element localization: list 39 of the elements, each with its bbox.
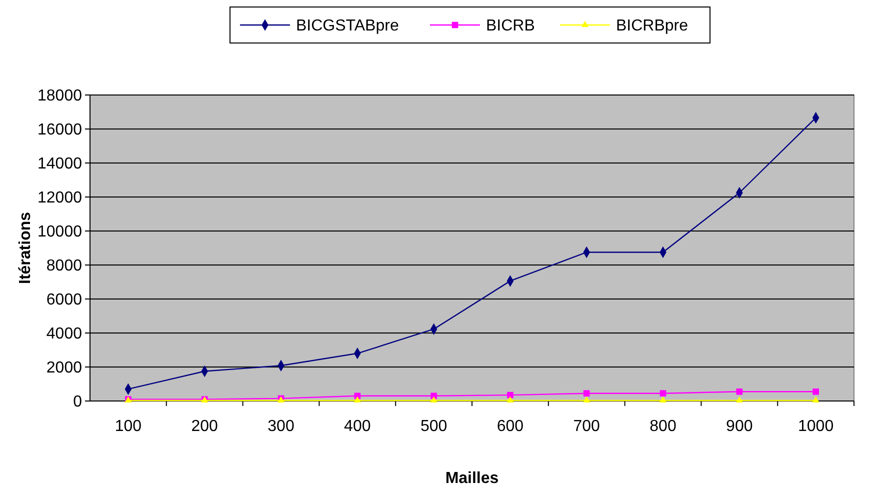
- legend-label: BICRB: [486, 18, 535, 35]
- x-tick-label: 1000: [798, 418, 834, 435]
- point: [659, 396, 667, 403]
- point: [583, 396, 590, 403]
- x-tick-label: 800: [650, 418, 676, 435]
- point: [736, 388, 743, 395]
- y-tick-label: 18000: [38, 88, 82, 105]
- x-tick-label: 100: [114, 418, 142, 435]
- y-tick-label: 2000: [46, 360, 82, 377]
- x-tick-label: 500: [420, 418, 448, 435]
- point: [506, 396, 514, 403]
- y-tick-label: 0: [73, 394, 82, 411]
- point: [354, 392, 361, 400]
- y-tick-label: 4000: [46, 326, 82, 343]
- x-tick-label: 700: [573, 418, 600, 435]
- point: [736, 396, 743, 403]
- point: [430, 392, 437, 400]
- x-tick-label: 200: [191, 418, 218, 435]
- y-tick-label: 12000: [38, 190, 82, 207]
- point: [354, 396, 361, 403]
- x-axis-title: Mailles: [445, 470, 499, 487]
- y-tick-label: 6000: [46, 292, 82, 309]
- y-tick-label: 14000: [38, 156, 82, 173]
- x-tick-label: 400: [344, 418, 371, 435]
- point: [812, 388, 819, 395]
- x-tick-label: 600: [496, 418, 524, 435]
- point: [583, 390, 590, 397]
- y-tick-label: 8000: [46, 258, 82, 275]
- point: [430, 396, 438, 403]
- x-tick-label: 900: [726, 418, 753, 435]
- y-tick-label: 10000: [38, 224, 82, 241]
- legend-label: BICRBpre: [616, 18, 688, 35]
- point: [812, 396, 820, 403]
- x-tick-label: 300: [268, 418, 294, 435]
- legend-label: BICGSTABpre: [296, 18, 399, 35]
- y-tick-label: 16000: [38, 122, 82, 139]
- point: [660, 390, 666, 397]
- point: [507, 392, 514, 398]
- y-axis-title: Itérations: [17, 212, 34, 284]
